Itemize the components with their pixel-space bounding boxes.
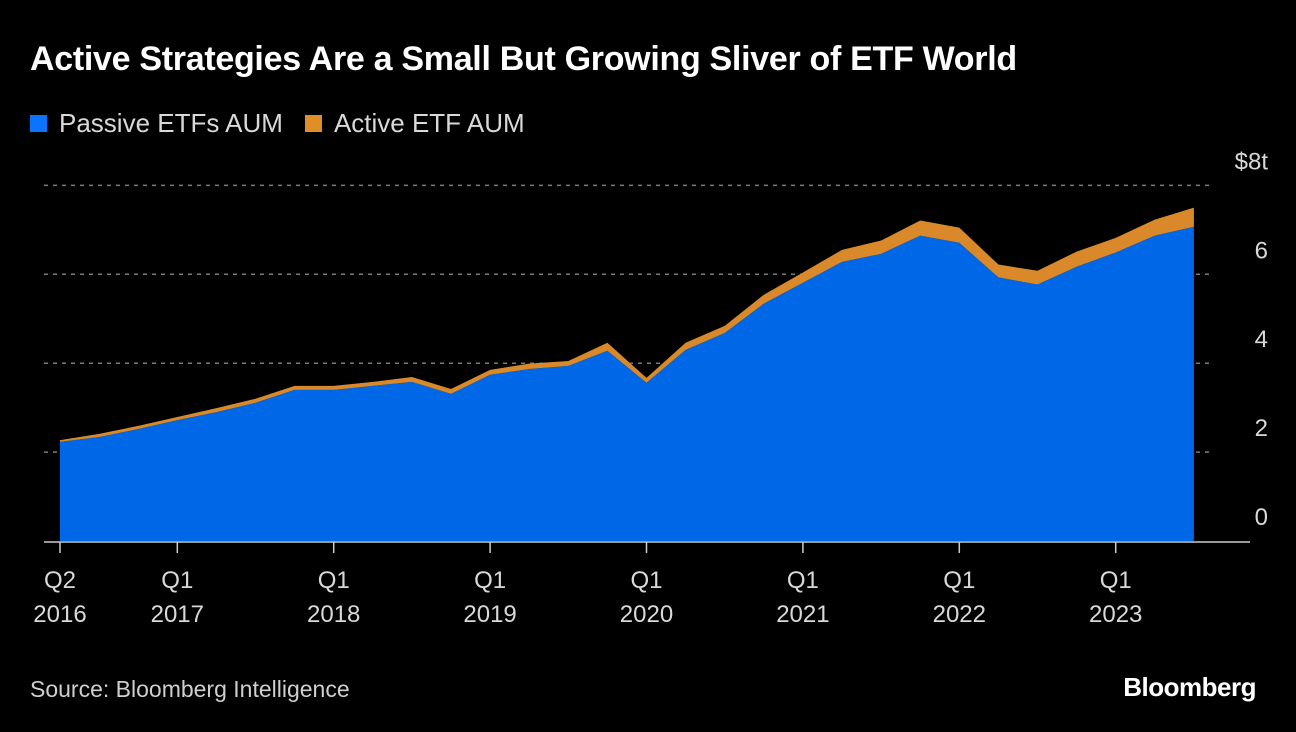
x-tick-label-quarter: Q1 [630,567,662,594]
y-tick-label: 6 [1255,237,1268,264]
x-tick-label-year: 2018 [307,601,360,628]
legend: Passive ETFs AUM Active ETF AUM [30,108,547,139]
area-layers [60,207,1194,541]
x-axis [44,541,1250,553]
x-tick-label-quarter: Q1 [474,567,506,594]
chart-title: Active Strategies Are a Small But Growin… [30,40,1017,78]
legend-item-active: Active ETF AUM [304,108,525,139]
y-tick-label: 4 [1255,326,1268,353]
x-tick-label-quarter: Q1 [787,567,819,594]
x-tick-label-year: 2019 [463,601,516,628]
x-tick-label-quarter: Q1 [943,567,975,594]
y-tick-label: 2 [1255,415,1268,442]
y-tick-label: 0 [1255,504,1268,531]
x-tick-label-year: 2020 [620,601,673,628]
legend-swatch-active [304,115,322,132]
x-tick-label-year: 2021 [776,601,829,628]
legend-label-active: Active ETF AUM [333,108,525,138]
y-tick-label: $8t [1235,148,1269,175]
x-axis-labels: Q2 2016 Q1 2017 Q1 2018 Q1 2019 Q1 2020 Q1 2021 Q1 20… [33,567,1142,628]
x-tick-label-year: 2022 [933,601,986,628]
x-tick-label-year: 2023 [1089,601,1142,628]
y-axis-labels: 0 2 4 6 $8t [1235,148,1269,531]
area-passive-etfs-aum [60,226,1194,541]
area-active-etf-aum [60,207,1194,442]
bloomberg-logo: Bloomberg [1123,672,1256,702]
x-tick-label-quarter: Q2 [44,567,76,594]
x-tick-label-quarter: Q1 [1100,567,1132,594]
legend-item-passive: Passive ETFs AUM [30,108,283,139]
x-tick-label-year: 2016 [33,601,86,628]
x-tick-label-quarter: Q1 [161,567,193,594]
source-note: Source: Bloomberg Intelligence [30,676,350,702]
x-tick-label-quarter: Q1 [318,567,350,594]
legend-label-passive: Passive ETFs AUM [59,108,283,138]
x-tick-label-year: 2017 [151,601,204,628]
legend-swatch-passive [30,115,47,132]
